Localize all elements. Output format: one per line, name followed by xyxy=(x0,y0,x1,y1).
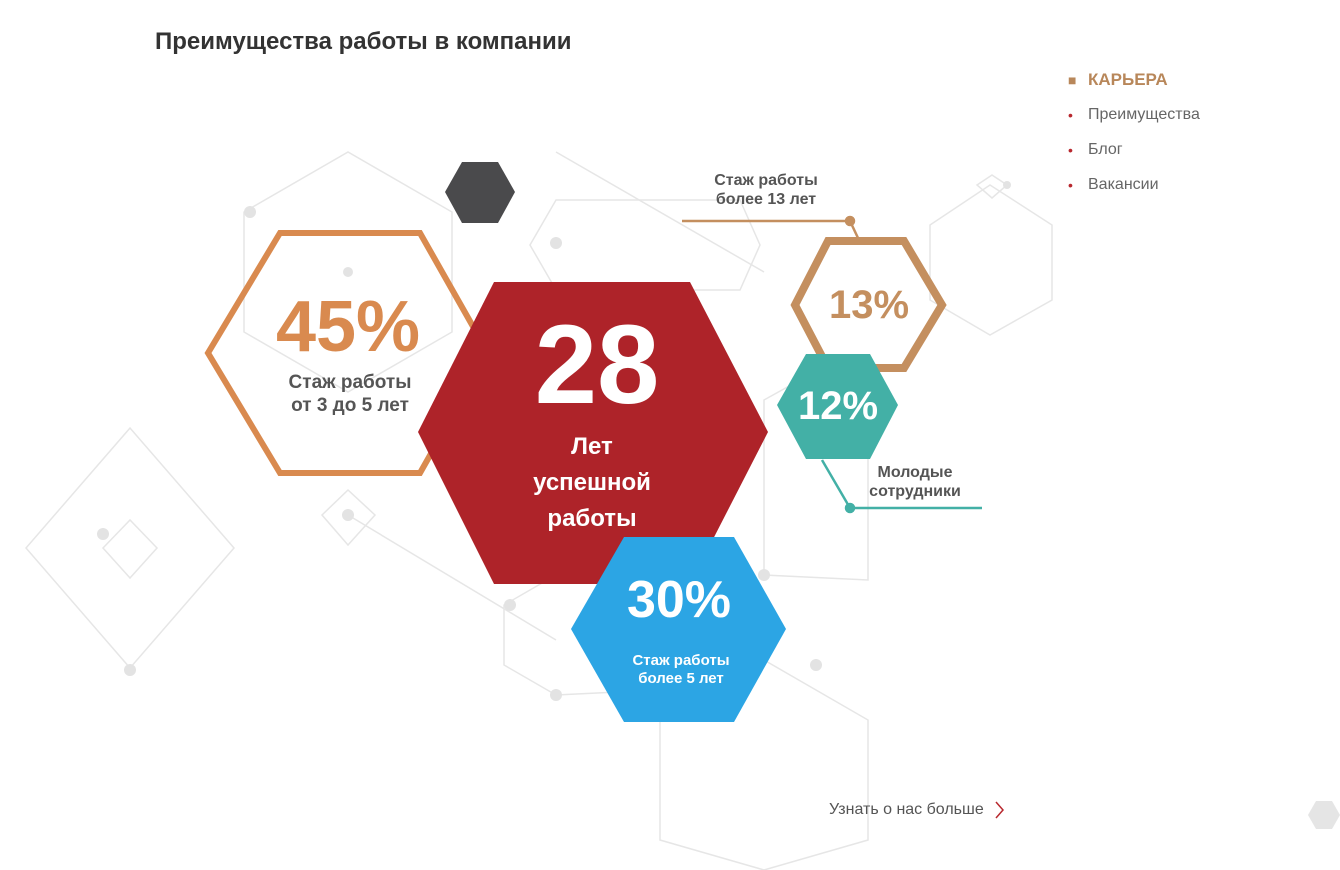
nav-item-advantages[interactable]: • Преимущества xyxy=(1068,97,1200,132)
label-line: более 5 лет xyxy=(638,670,724,687)
stat-30-value: 30% xyxy=(626,570,732,629)
stat-28-label: Лет успешной работы xyxy=(533,429,651,537)
label-line: более 13 лет xyxy=(715,191,817,208)
nav-item-vacancies[interactable]: • Вакансии xyxy=(1068,167,1200,202)
learn-more-label: Узнать о нас больше xyxy=(829,801,984,818)
page-title: Преимущества работы в компании xyxy=(155,28,572,55)
label-line: Стаж работы xyxy=(288,372,412,394)
learn-more-link[interactable]: Узнать о нас больше xyxy=(829,800,1004,820)
nav-label: Вакансии xyxy=(1088,175,1159,193)
nav-item-blog[interactable]: • Блог xyxy=(1068,132,1200,167)
bullet-icon: • xyxy=(1068,176,1073,193)
stat-12-value: 12% xyxy=(797,384,879,428)
hex-28 xyxy=(418,282,768,584)
dark-hexagon xyxy=(445,162,515,223)
label-line: сотрудники xyxy=(869,483,961,500)
nav-label: КАРЬЕРА xyxy=(1088,69,1168,89)
label-line: работы xyxy=(547,505,637,532)
stat-45-label: Стаж работы от 3 до 5 лет xyxy=(289,372,412,418)
stat-28-value: 28 xyxy=(534,301,660,427)
label-line: успешной xyxy=(533,469,651,496)
connector-13 xyxy=(682,215,860,239)
label-line: Стаж работы xyxy=(714,171,818,189)
stat-12-label: Молодые сотрудники xyxy=(869,463,961,501)
chevron-right-icon xyxy=(995,801,1004,819)
bullet-icon: • xyxy=(1068,141,1073,158)
stat-45-value: 45% xyxy=(275,286,421,367)
square-bullet-icon: ■ xyxy=(1068,71,1077,88)
connector-12 xyxy=(820,459,982,514)
nav-item-career[interactable]: ■ КАРЬЕРА xyxy=(1068,62,1200,97)
side-nav: ■ КАРЬЕРА • Преимущества • Блог • Вакансии xyxy=(1068,62,1200,202)
bullet-icon: • xyxy=(1068,106,1073,123)
label-line: Стаж работы xyxy=(632,652,730,669)
small-grey-hexagon xyxy=(1308,801,1340,829)
hex-30 xyxy=(571,537,786,722)
hex-12 xyxy=(777,354,898,459)
label-line: Лет xyxy=(571,433,613,460)
nav-label: Преимущества xyxy=(1088,105,1200,123)
nav-label: Блог xyxy=(1088,140,1123,158)
stat-13-value: 13% xyxy=(828,283,910,327)
label-line: от 3 до 5 лет xyxy=(291,395,409,416)
label-line: Молодые xyxy=(877,463,953,481)
background-dots xyxy=(97,181,1011,701)
stat-13-label: Стаж работы более 13 лет xyxy=(714,171,818,209)
stat-30-label: Стаж работы более 5 лет xyxy=(632,652,729,688)
